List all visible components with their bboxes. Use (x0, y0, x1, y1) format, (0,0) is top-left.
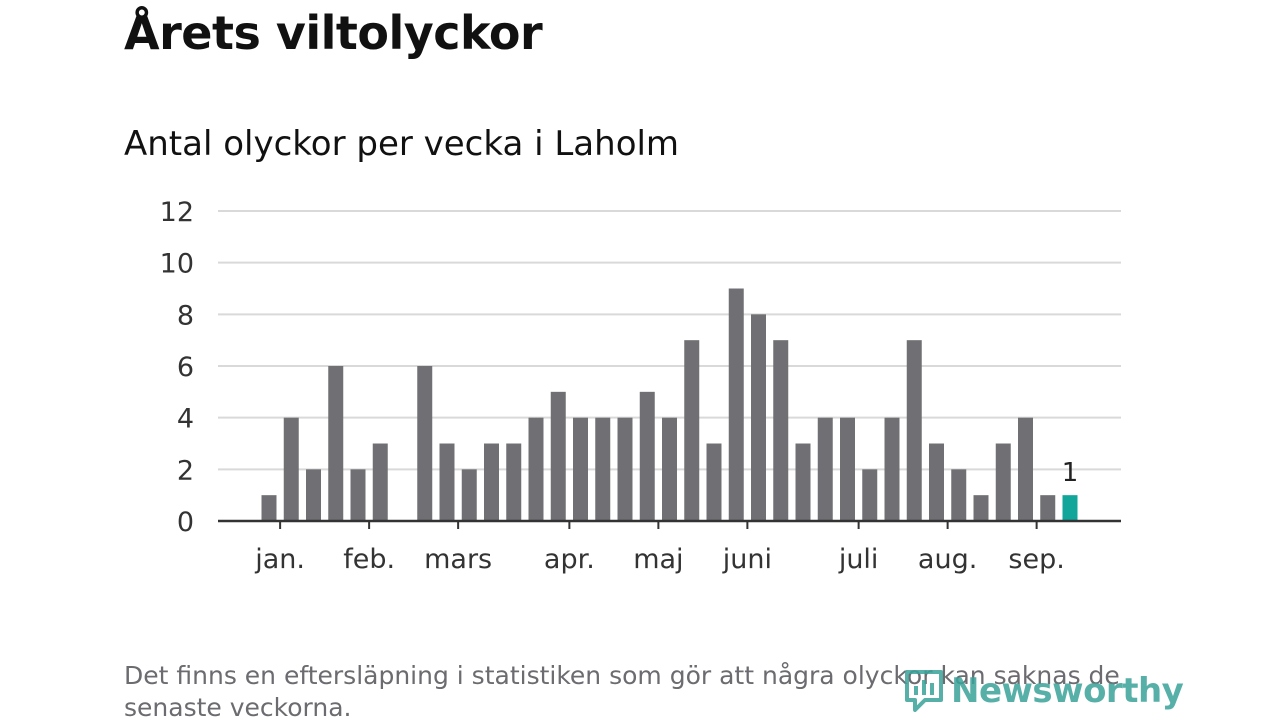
x-tick-label: jan. (254, 544, 305, 575)
bar (484, 443, 499, 521)
bar (840, 417, 855, 521)
x-tick-label: maj (633, 544, 683, 575)
y-tick-label: 6 (177, 352, 194, 383)
bar (617, 417, 633, 521)
bar (439, 443, 455, 521)
bar (884, 417, 900, 521)
x-tick-label: juni (722, 544, 772, 575)
bar (728, 288, 744, 521)
y-tick-label: 10 (160, 249, 194, 280)
bar (1040, 495, 1056, 521)
bar (350, 469, 366, 521)
bar (417, 366, 433, 521)
newsworthy-logo-text: Newsworthy (951, 671, 1184, 711)
bar (862, 469, 878, 521)
bar (817, 417, 833, 521)
bar (995, 443, 1011, 521)
x-tick-label: mars (424, 544, 492, 575)
chart-subtitle: Antal olyckor per vecka i Laholm (124, 124, 680, 164)
bar (372, 443, 388, 521)
bar (528, 417, 544, 521)
bar (283, 417, 299, 521)
y-tick-label: 0 (177, 507, 194, 538)
bar (1018, 417, 1033, 521)
y-tick-label: 4 (177, 404, 194, 435)
bar (506, 443, 522, 521)
bar (973, 495, 989, 521)
x-tick-label: aug. (918, 544, 977, 575)
bar (684, 340, 700, 521)
bar (662, 417, 677, 521)
x-tick-label: feb. (343, 544, 395, 575)
x-tick-label: apr. (544, 544, 595, 575)
bar (595, 417, 611, 521)
bar (795, 443, 811, 521)
newsworthy-logo-icon (905, 670, 943, 712)
bar (328, 366, 344, 521)
bar-value-label: 1 (1062, 458, 1079, 488)
bar (306, 469, 321, 521)
bar (573, 417, 588, 521)
y-tick-label: 8 (177, 300, 194, 331)
bar (261, 495, 277, 521)
y-tick-label: 12 (160, 197, 194, 228)
bar (929, 443, 944, 521)
bar (751, 314, 766, 521)
bar (461, 469, 477, 521)
bar (639, 391, 655, 521)
footnote: Det finns en eftersläpning i statistiken… (124, 661, 1120, 722)
chart-title: Årets viltolyckor (124, 6, 543, 60)
bar (706, 443, 722, 521)
bar (906, 340, 922, 521)
bar-highlight (1062, 495, 1078, 521)
bar (951, 469, 967, 521)
newsworthy-logo: Newsworthy (903, 668, 1184, 714)
bar-chart: 0 2 4 6 8 10 12 1 jan. feb. mars apr. maj juni juli aug… (160, 197, 1121, 575)
x-tick-label: sep. (1008, 544, 1064, 575)
bar (773, 340, 789, 521)
y-tick-label: 2 (177, 455, 194, 486)
bar (550, 391, 566, 521)
x-tick-label: juli (838, 544, 879, 575)
